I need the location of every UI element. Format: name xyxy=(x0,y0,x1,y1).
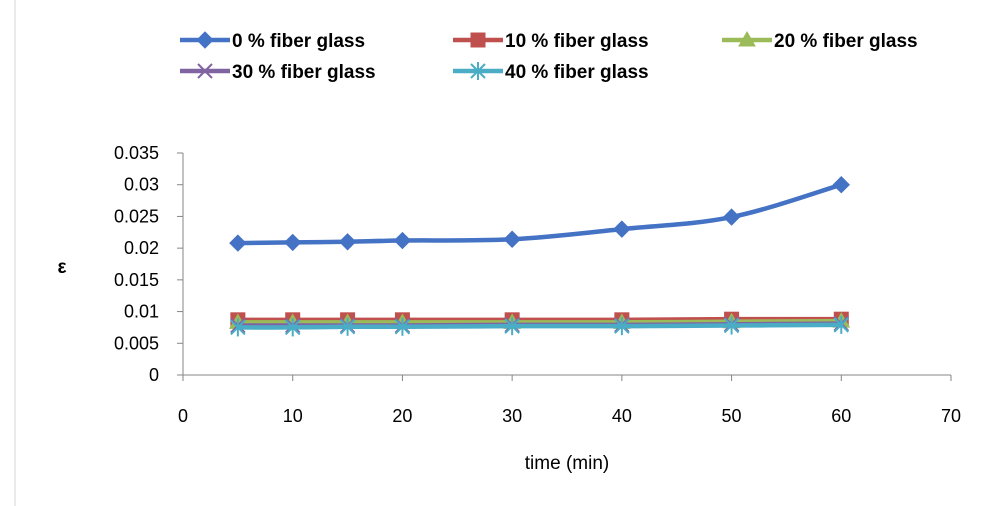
data-point xyxy=(613,220,631,238)
plot-area xyxy=(228,176,851,337)
legend-label: 20 % fiber glass xyxy=(774,31,918,52)
data-point xyxy=(338,233,357,251)
legend-marker xyxy=(196,31,214,49)
data-point xyxy=(723,316,740,335)
legend-marker xyxy=(197,63,213,79)
data-point xyxy=(229,234,247,252)
data-point xyxy=(504,317,520,336)
legend-marker xyxy=(738,30,756,47)
y-tick-label: 0.005 xyxy=(114,333,159,353)
x-axis-title: time (min) xyxy=(525,453,609,474)
legend-item-1: 10 % fiber glass xyxy=(453,31,649,52)
legend-marker xyxy=(470,62,486,80)
series-4 xyxy=(230,315,849,337)
y-tick-label: 0.035 xyxy=(114,143,159,163)
x-tick-label: 30 xyxy=(502,406,522,426)
data-point xyxy=(285,318,301,337)
y-tick-label: 0.02 xyxy=(124,238,159,258)
legend-item-2: 20 % fiber glass xyxy=(722,30,918,52)
data-point xyxy=(503,230,521,248)
series-0 xyxy=(229,176,850,252)
data-point xyxy=(722,208,741,226)
data-point xyxy=(614,317,630,336)
y-tick-label: 0.01 xyxy=(124,302,159,322)
legend-label: 30 % fiber glass xyxy=(232,62,376,83)
x-tick-label: 60 xyxy=(831,406,851,426)
legend-item-3: 30 % fiber glass xyxy=(180,62,376,83)
y-tick-label: 0.015 xyxy=(114,270,159,290)
legend-item-0: 0 % fiber glass xyxy=(180,31,365,52)
legend-label: 0 % fiber glass xyxy=(232,31,365,52)
x-tick-label: 0 xyxy=(178,406,188,426)
data-point xyxy=(230,318,246,337)
x-tick-label: 10 xyxy=(283,406,303,426)
y-axis-title: ε xyxy=(57,257,66,278)
y-tick-label: 0.03 xyxy=(124,175,159,195)
data-point xyxy=(394,317,411,336)
y-tick-label: 0 xyxy=(149,365,159,385)
series-line xyxy=(237,322,842,330)
x-tick-label: 70 xyxy=(941,406,961,426)
data-point xyxy=(284,233,302,252)
data-point xyxy=(393,231,412,250)
x-tick-label: 50 xyxy=(722,406,742,426)
data-point xyxy=(339,317,356,336)
x-tick-label: 20 xyxy=(392,406,412,426)
legend-marker xyxy=(470,32,486,48)
series-line xyxy=(237,182,842,246)
data-point xyxy=(833,315,849,334)
x-tick-label: 40 xyxy=(612,406,632,426)
legend-item-4: 40 % fiber glass xyxy=(453,62,649,83)
axes: 0 0.005 0.01 0.015 0.02 0.025 0.03 0.035 0 10 20 30… xyxy=(114,143,961,426)
y-tick-label: 0.025 xyxy=(114,206,159,226)
legend: 0 % fiber glass 10 % fiber glass 20 % fibe… xyxy=(180,30,918,83)
legend-label: 10 % fiber glass xyxy=(505,31,649,52)
data-point xyxy=(832,176,850,194)
legend-label: 40 % fiber glass xyxy=(505,62,649,83)
